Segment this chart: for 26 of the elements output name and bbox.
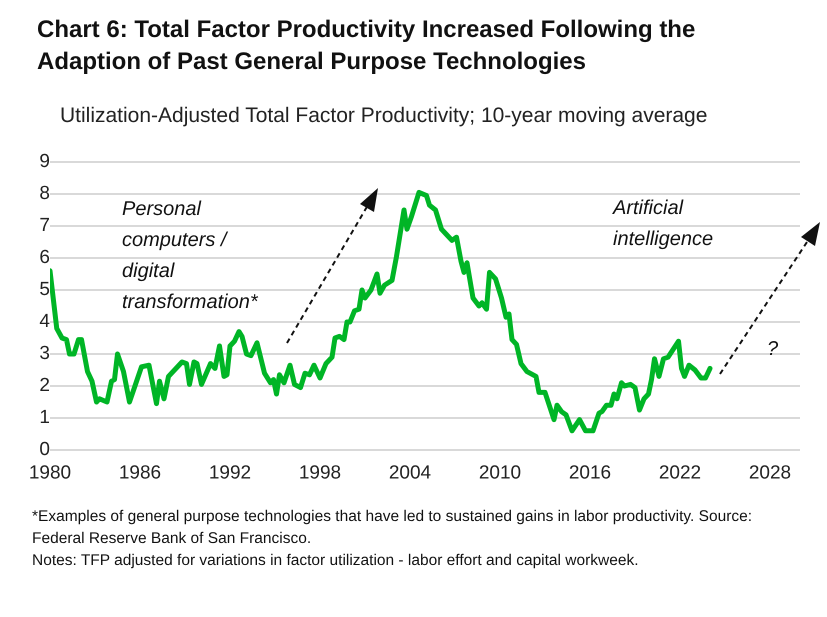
x-tick-label: 2028 — [748, 462, 792, 484]
x-tick-label: 1998 — [298, 462, 342, 484]
annotation: ? — [767, 337, 780, 362]
y-tick-label: 6 — [39, 247, 50, 268]
y-tick-label: 9 — [39, 151, 50, 172]
x-tick-label: 2004 — [388, 462, 432, 484]
chart-title: Chart 6: Total Factor Productivity Increased Following the Adaption of Past General Purpose Technologies — [37, 15, 696, 77]
text: *Examples of general purpose technologies that have led to sustained gains in labor productivity. Source: Federal Reserve Bank of San Francisco. — [32, 507, 754, 549]
x-tick-label: 2010 — [478, 462, 522, 484]
x-tick-label: 2022 — [658, 462, 702, 484]
x-tick-label: 1986 — [118, 462, 162, 484]
text: Notes: TFP adjusted for variations in factor utilization - labor effort and capital workweek. — [32, 551, 640, 571]
y-tick-label: 2 — [39, 375, 50, 396]
y-tick-label: 8 — [39, 183, 50, 204]
x-tick-label: 1992 — [208, 462, 252, 484]
y-tick-label: 5 — [39, 279, 50, 300]
y-tick-label: 0 — [39, 439, 50, 460]
x-tick-label: 2016 — [568, 462, 612, 484]
y-tick-label: 4 — [39, 311, 50, 332]
annotation: Personal computers / digital transformation* — [122, 197, 260, 315]
x-tick-label: 1980 — [28, 462, 72, 484]
y-tick-label: 7 — [39, 215, 50, 236]
y-tick-label: 1 — [39, 407, 50, 428]
annotation: Artificial intelligence — [613, 196, 714, 252]
y-tick-label: 3 — [39, 343, 50, 364]
chart-subtitle: Utilization-Adjusted Total Factor Productivity; 10-year moving average — [60, 103, 708, 129]
